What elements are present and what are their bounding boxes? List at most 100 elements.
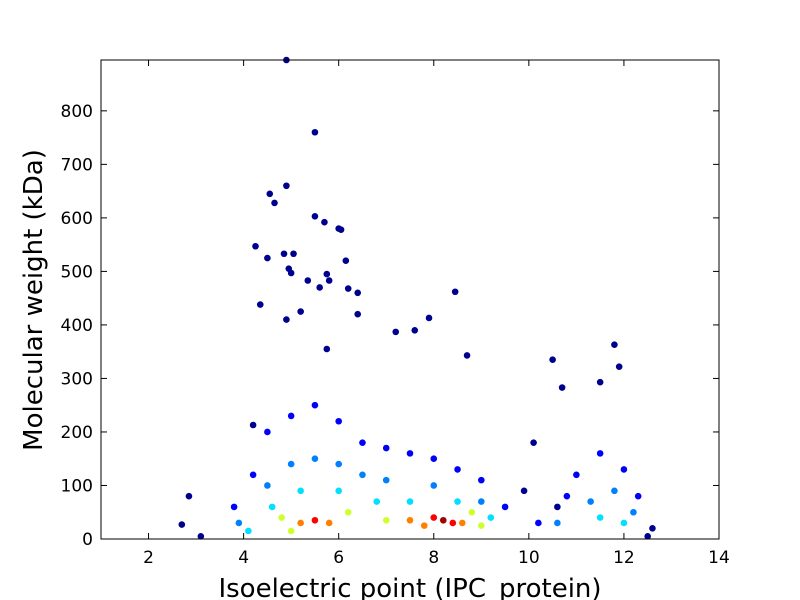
- x-tick-label: 2: [143, 548, 154, 568]
- axes-frame: [100, 59, 720, 540]
- point: [249, 471, 257, 479]
- point: [337, 226, 345, 233]
- point: [287, 460, 295, 468]
- point: [420, 522, 428, 529]
- point: [554, 503, 561, 511]
- y-tick-label: 0: [82, 530, 93, 550]
- point: [249, 421, 257, 429]
- point: [344, 285, 352, 292]
- point: [620, 466, 628, 473]
- point: [649, 524, 656, 532]
- point: [344, 508, 352, 516]
- point: [558, 384, 566, 391]
- point: [406, 450, 414, 457]
- point: [430, 482, 438, 489]
- y-tick-label: 800: [61, 102, 93, 122]
- point: [278, 514, 285, 521]
- point: [430, 455, 438, 463]
- point: [342, 257, 350, 264]
- point: [611, 341, 618, 349]
- point: [287, 527, 295, 535]
- point: [454, 498, 461, 505]
- point: [530, 439, 537, 446]
- point: [297, 519, 304, 527]
- point: [487, 514, 495, 521]
- point: [290, 250, 297, 258]
- point: [268, 503, 276, 511]
- point: [549, 356, 556, 364]
- point: [563, 492, 571, 500]
- point: [245, 527, 252, 535]
- point: [185, 492, 193, 500]
- point: [392, 328, 400, 336]
- y-tick-label: 200: [61, 423, 93, 443]
- point: [325, 519, 333, 527]
- y-axis-label: Molecular weight (kDa): [19, 149, 49, 451]
- y-tick-label: 700: [61, 155, 93, 175]
- y-tick-label: 600: [61, 209, 93, 229]
- point: [311, 455, 319, 463]
- point: [451, 288, 459, 296]
- point: [554, 519, 561, 527]
- point: [478, 476, 485, 484]
- point: [264, 254, 271, 262]
- point: [573, 471, 580, 479]
- point: [596, 378, 604, 386]
- point: [323, 270, 331, 278]
- y-tick-label: 100: [61, 476, 93, 496]
- x-tick-label: 8: [428, 548, 439, 568]
- point: [535, 519, 542, 527]
- point: [266, 190, 274, 198]
- point: [316, 284, 323, 291]
- point: [287, 269, 295, 277]
- point: [283, 182, 290, 190]
- x-tick-label: 4: [238, 548, 249, 568]
- point: [287, 412, 295, 420]
- point: [406, 498, 414, 505]
- y-tick-label: 400: [61, 316, 93, 336]
- point: [297, 308, 304, 315]
- x-tick-label: 12: [613, 548, 635, 568]
- point: [382, 444, 390, 452]
- point: [430, 514, 438, 521]
- point: [252, 242, 259, 250]
- point: [382, 476, 390, 484]
- point: [297, 487, 304, 495]
- point: [311, 212, 319, 220]
- point: [478, 522, 485, 529]
- point: [280, 250, 288, 258]
- point: [359, 439, 366, 446]
- x-tick-label: 6: [333, 548, 344, 568]
- point: [311, 128, 319, 136]
- point: [271, 199, 278, 207]
- plot-area: [178, 56, 656, 540]
- point: [323, 345, 331, 353]
- point: [283, 316, 290, 323]
- point: [359, 471, 366, 479]
- point: [354, 310, 362, 318]
- point: [235, 519, 243, 527]
- point: [311, 516, 319, 524]
- point: [615, 363, 623, 370]
- point: [264, 428, 271, 436]
- x-axis-label: Isoelectric point (IPC_protein): [218, 574, 601, 600]
- point: [520, 487, 528, 495]
- y-tick-label: 300: [61, 369, 93, 389]
- point: [373, 498, 381, 505]
- x-tick-label: 10: [518, 548, 540, 568]
- y-tick-label: 500: [61, 262, 93, 282]
- x-tick-label: 14: [708, 548, 730, 568]
- point: [406, 516, 414, 524]
- point: [335, 460, 342, 468]
- point: [596, 514, 604, 521]
- point: [354, 289, 362, 297]
- point: [311, 401, 319, 409]
- point: [321, 218, 328, 226]
- point: [630, 508, 637, 516]
- point: [411, 326, 419, 334]
- point: [644, 533, 651, 540]
- point: [449, 519, 457, 527]
- point: [634, 492, 642, 500]
